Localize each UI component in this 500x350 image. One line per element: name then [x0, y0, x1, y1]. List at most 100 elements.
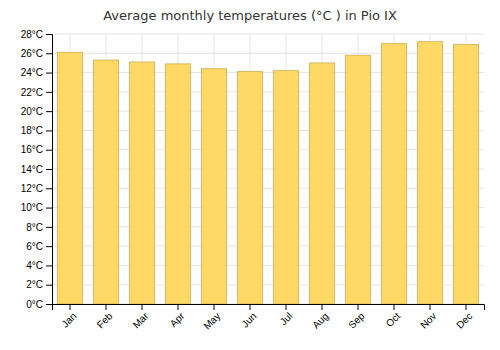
tick-mark	[358, 304, 359, 310]
tick: 16°C	[21, 144, 52, 155]
tick-label: Aug	[310, 310, 330, 330]
tick-mark	[46, 304, 52, 305]
bar	[273, 71, 298, 304]
tick: 4°C	[26, 260, 52, 271]
tick-mark	[46, 34, 52, 35]
bar	[345, 55, 370, 304]
tick: May	[201, 304, 222, 332]
bar	[129, 62, 154, 304]
tick-mark	[46, 92, 52, 93]
bar	[165, 64, 190, 304]
tick: Jul	[278, 304, 295, 327]
tick-mark	[46, 53, 52, 54]
tick: 18°C	[21, 125, 52, 136]
chart: 0°C 2°C 4°C 6°C 8°C 10°C 12°C 14°C 16°C 18°C 20°C 2…	[0, 0, 500, 350]
bars	[57, 42, 478, 304]
tick-label: 0°C	[26, 299, 43, 310]
tick: 22°C	[21, 87, 52, 98]
tick: 24°C	[21, 67, 52, 78]
tick-mark	[46, 265, 52, 266]
tick: Oct	[384, 304, 403, 329]
tick-label: 8°C	[26, 222, 43, 233]
tick-label: 24°C	[21, 67, 43, 78]
tick-mark	[46, 188, 52, 189]
bar	[237, 72, 262, 304]
tick-label: 2°C	[26, 279, 43, 290]
tick: 8°C	[26, 222, 52, 233]
tick: 10°C	[21, 202, 52, 213]
bar	[309, 63, 334, 304]
bar	[93, 60, 118, 304]
tick-label: Jul	[278, 310, 295, 327]
y-axis: 0°C 2°C 4°C 6°C 8°C 10°C 12°C 14°C 16°C 18°C 20°C 2…	[21, 29, 53, 310]
tick-mark	[46, 73, 52, 74]
tick-mark	[46, 111, 52, 112]
axis-line	[46, 35, 53, 305]
tick: 6°C	[26, 241, 52, 252]
tick-mark	[322, 304, 323, 310]
tick-label: 28°C	[21, 29, 43, 40]
tick: 12°C	[21, 183, 52, 194]
tick-label: Jun	[239, 310, 258, 329]
tick: Aug	[310, 304, 330, 331]
plot: 0°C 2°C 4°C 6°C 8°C 10°C 12°C 14°C 16°C 18°C 20°C 2…	[21, 29, 485, 332]
tick-label: 26°C	[21, 48, 43, 59]
tick-mark	[394, 304, 395, 310]
tick-mark	[430, 304, 431, 310]
tick: Jan	[59, 304, 78, 330]
tick-label: Dec	[454, 310, 474, 330]
tick-label: 10°C	[21, 202, 43, 213]
tick-mark	[142, 304, 143, 310]
axis-line	[53, 305, 485, 311]
tick-label: Feb	[95, 310, 115, 330]
tick-label: 20°C	[21, 106, 43, 117]
tick-mark	[46, 208, 52, 209]
tick: Jun	[239, 304, 258, 330]
tick-mark	[250, 304, 251, 310]
tick: 0°C	[26, 299, 52, 310]
tick-mark	[70, 304, 71, 310]
tick-label: 16°C	[21, 144, 43, 155]
tick: 14°C	[21, 164, 52, 175]
tick-mark	[178, 304, 179, 310]
tick-label: 12°C	[21, 183, 43, 194]
grid	[52, 34, 484, 304]
tick: 20°C	[21, 106, 52, 117]
title: Average monthly temperatures (°C ) in Pi…	[103, 8, 397, 23]
tick-mark	[46, 285, 52, 286]
tick: 28°C	[21, 29, 52, 40]
tick: 2°C	[26, 279, 52, 290]
tick-mark	[46, 150, 52, 151]
bar	[381, 44, 406, 304]
tick: Dec	[454, 304, 474, 331]
tick-label: 22°C	[21, 87, 43, 98]
tick-mark	[286, 304, 287, 310]
tick-label: May	[201, 310, 222, 331]
tick-label: Sep	[346, 310, 367, 331]
tick: 26°C	[21, 48, 52, 59]
tick-mark	[46, 227, 52, 228]
tick: Sep	[346, 304, 367, 331]
tick-label: 14°C	[21, 164, 43, 175]
tick: Feb	[95, 304, 115, 330]
grid-line	[52, 34, 484, 35]
tick: Mar	[131, 304, 151, 330]
tick-label: 18°C	[21, 125, 43, 136]
tick-label: Nov	[418, 310, 438, 330]
tick-label: Oct	[384, 310, 403, 329]
tick-label: 4°C	[26, 260, 43, 271]
tick-mark	[46, 169, 52, 170]
tick-label: Mar	[131, 310, 151, 330]
tick-label: 6°C	[26, 241, 43, 252]
tick-mark	[106, 304, 107, 310]
tick-mark	[466, 304, 467, 310]
bar	[57, 52, 82, 304]
tick-label: Apr	[168, 310, 187, 329]
bar	[417, 42, 442, 304]
x-axis: Jan Feb Mar Apr May Jun Jul Aug Sep Oct Nov Dec	[53, 304, 485, 332]
bar	[201, 69, 226, 304]
tick-mark	[214, 304, 215, 310]
tick: Nov	[418, 304, 438, 331]
tick-mark	[46, 130, 52, 131]
tick-label: Jan	[59, 310, 78, 329]
